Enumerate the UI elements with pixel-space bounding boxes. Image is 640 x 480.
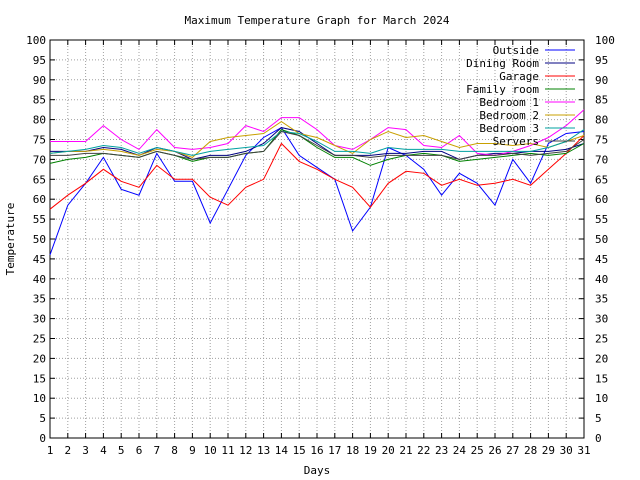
y-tick-label-right: 80	[595, 114, 608, 127]
y-axis-left: 0 5 10 15 20 25 30 35 40 45 50 55 60 65 70 75 80 85 90 95 10…	[26, 34, 55, 445]
y-tick-label-right: 20	[595, 352, 608, 365]
y-axis-label: Temperature	[4, 203, 17, 276]
y-tick-label-right: 45	[595, 253, 608, 266]
series-line-bedroom-3	[49, 129, 585, 156]
x-tick-label: 30	[560, 444, 573, 457]
legend-label: Bedroom 2	[479, 109, 539, 122]
x-tick-label: 31	[577, 444, 590, 457]
series-line-servers	[50, 130, 585, 160]
chart-title: Maximum Temperature Graph for March 2024	[185, 14, 450, 27]
y-tick-label-left: 65	[33, 173, 46, 186]
x-tick-label: 28	[524, 444, 537, 457]
x-tick-label: 10	[204, 444, 217, 457]
x-tick-label: 9	[189, 444, 196, 457]
y-tick-label-left: 35	[33, 293, 46, 306]
y-tick-label-left: 95	[33, 54, 46, 67]
y-tick-label-left: 70	[33, 153, 46, 166]
y-tick-label-left: 40	[33, 273, 46, 286]
x-tick-label: 7	[153, 444, 160, 457]
x-tick-label: 8	[171, 444, 178, 457]
x-tick-label: 26	[488, 444, 501, 457]
y-tick-label-left: 90	[33, 74, 46, 87]
x-tick-label: 19	[364, 444, 377, 457]
legend-label: Bedroom 1	[479, 96, 539, 109]
y-tick-label-right: 30	[595, 313, 608, 326]
x-tick-label: 22	[417, 444, 430, 457]
y-tick-label-right: 5	[595, 412, 602, 425]
x-tick-label: 2	[64, 444, 71, 457]
x-tick-label: 5	[118, 444, 125, 457]
y-tick-label-right: 60	[595, 193, 608, 206]
x-tick-label: 13	[257, 444, 270, 457]
grid	[50, 40, 584, 438]
y-tick-label-left: 50	[33, 233, 46, 246]
y-tick-label-right: 85	[595, 94, 608, 107]
x-tick-label: 17	[328, 444, 341, 457]
legend-label: Servers	[493, 135, 539, 148]
x-tick-label: 4	[100, 444, 107, 457]
y-tick-label-left: 25	[33, 333, 46, 346]
y-tick-label-left: 85	[33, 94, 46, 107]
y-tick-label-right: 90	[595, 74, 608, 87]
y-tick-label-right: 10	[595, 392, 608, 405]
legend-label: Family room	[466, 83, 539, 96]
y-tick-label-left: 15	[33, 372, 46, 385]
y-tick-label-left: 60	[33, 193, 46, 206]
y-tick-label-left: 5	[39, 412, 46, 425]
x-axis: 1 2 3 4 5 6 7 8 9 10 11 12 13 14 15 16 17 18 19 20 21 22 23 24 2…	[47, 40, 591, 457]
x-axis-label: Days	[304, 464, 331, 477]
y-tick-label-left: 10	[33, 392, 46, 405]
x-tick-label: 23	[435, 444, 448, 457]
x-tick-label: 20	[382, 444, 395, 457]
x-tick-label: 21	[399, 444, 412, 457]
x-tick-label: 14	[275, 444, 289, 457]
y-tick-label-right: 25	[595, 333, 608, 346]
legend-label: Outside	[493, 44, 539, 57]
x-tick-label: 6	[136, 444, 143, 457]
x-tick-label: 11	[221, 444, 234, 457]
x-tick-label: 25	[471, 444, 484, 457]
y-tick-label-right: 0	[595, 432, 602, 445]
y-tick-label-right: 95	[595, 54, 608, 67]
y-tick-label-right: 40	[595, 273, 608, 286]
x-tick-label: 15	[293, 444, 306, 457]
x-tick-label: 3	[82, 444, 89, 457]
y-tick-label-right: 15	[595, 372, 608, 385]
series-line-outside	[49, 126, 585, 256]
y-tick-label-left: 30	[33, 313, 46, 326]
y-tick-label-left: 55	[33, 213, 46, 226]
y-tick-label-right: 35	[595, 293, 608, 306]
x-tick-label: 27	[506, 444, 519, 457]
y-tick-label-right: 55	[595, 213, 608, 226]
y-tick-label-left: 100	[26, 34, 46, 47]
y-tick-label-right: 65	[595, 173, 608, 186]
series-line-bedroom-2	[49, 120, 585, 158]
x-tick-label: 24	[453, 444, 467, 457]
y-tick-label-right: 75	[595, 134, 608, 147]
x-tick-label: 1	[47, 444, 54, 457]
legend-label: Bedroom 3	[479, 122, 539, 135]
y-tick-label-right: 50	[595, 233, 608, 246]
series-line-garage	[49, 135, 585, 210]
legend-label: Garage	[499, 70, 539, 83]
legend-label: Dining Room	[466, 57, 539, 70]
y-tick-label-right: 100	[595, 34, 615, 47]
y-tick-label-left: 20	[33, 352, 46, 365]
x-tick-label: 12	[239, 444, 252, 457]
y-tick-label-left: 80	[33, 114, 46, 127]
series-lines	[49, 109, 585, 256]
x-tick-label: 29	[542, 444, 555, 457]
x-tick-label: 18	[346, 444, 359, 457]
y-tick-label-left: 0	[39, 432, 46, 445]
y-tick-label-right: 70	[595, 153, 608, 166]
y-tick-label-left: 75	[33, 134, 46, 147]
y-axis-right: 0 5 10 15 20 25 30 35 40 45 50 55 60 65 70 75 80 85 90 95 10…	[579, 34, 615, 445]
y-tick-label-left: 45	[33, 253, 46, 266]
x-tick-label: 16	[310, 444, 323, 457]
